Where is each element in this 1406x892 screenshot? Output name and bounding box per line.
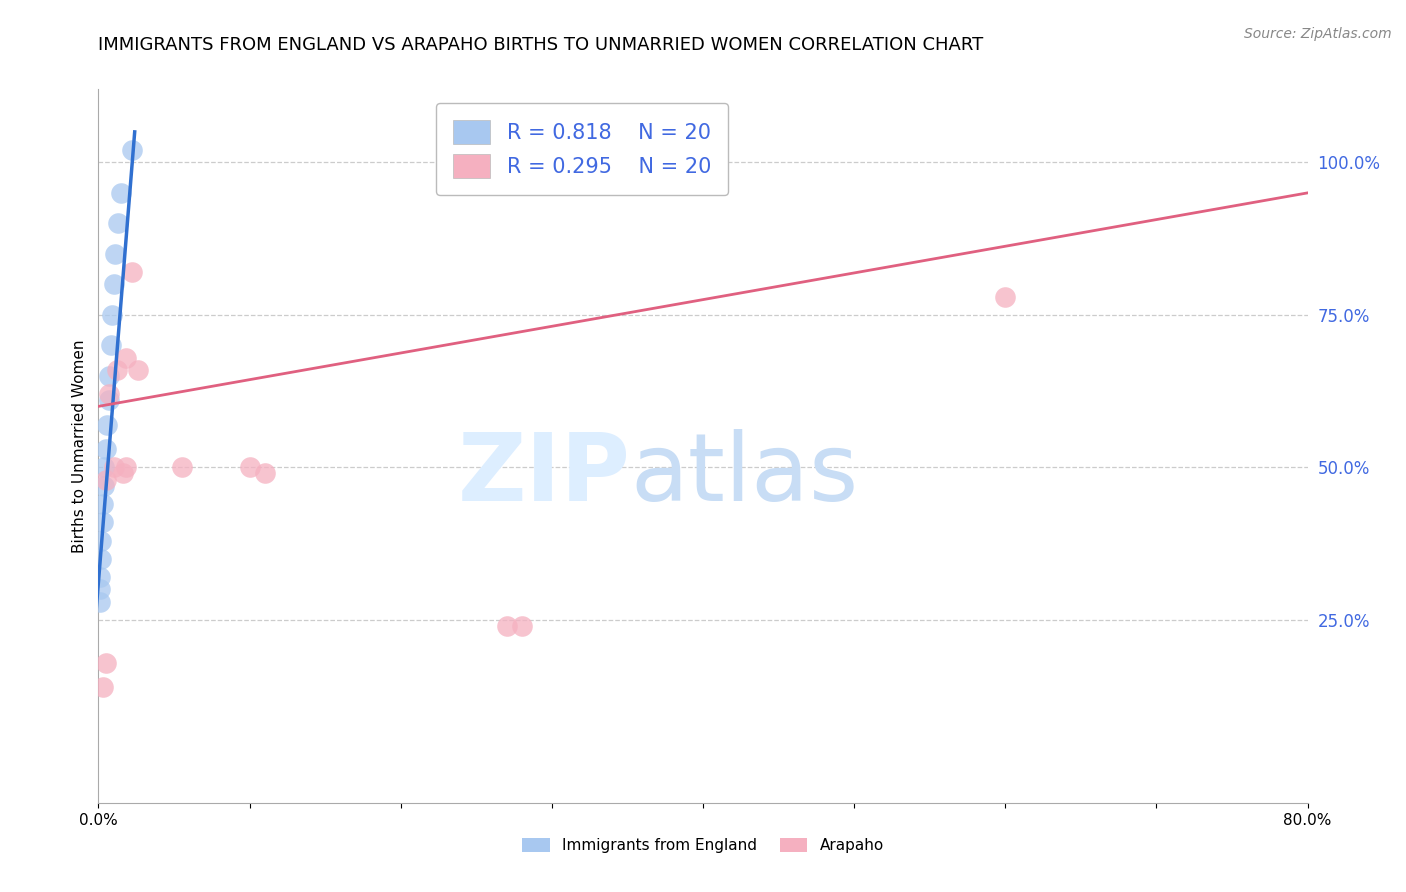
Point (94, 442, 117, 456)
Point (114, 460, 136, 475)
Point (114, 351, 136, 365)
Point (1372, 143, 1395, 157)
Point (104, 247, 127, 261)
Point (253, 467, 276, 481)
Point (93, 460, 115, 475)
Point (94, 473, 117, 487)
Point (121, 265, 143, 279)
Point (100, 338, 122, 352)
Point (111, 467, 134, 481)
Point (89, 570, 111, 584)
Point (90, 533, 112, 548)
Point (127, 363, 149, 377)
Point (994, 289, 1017, 303)
Point (1402, 143, 1406, 157)
Point (91, 515, 114, 529)
Point (98, 387, 121, 401)
Point (98, 368, 121, 383)
Text: IMMIGRANTS FROM ENGLAND VS ARAPAHO BIRTHS TO UNMARRIED WOMEN CORRELATION CHART: IMMIGRANTS FROM ENGLAND VS ARAPAHO BIRTH… (98, 36, 984, 54)
Point (96, 417, 118, 432)
Text: ZIP: ZIP (457, 428, 630, 521)
Point (103, 460, 125, 475)
Point (105, 363, 128, 377)
Text: atlas: atlas (630, 428, 859, 521)
Point (89, 582, 111, 597)
Point (495, 619, 517, 633)
Point (91, 497, 114, 511)
Point (101, 308, 124, 322)
Point (89, 594, 111, 608)
Point (103, 277, 125, 292)
Point (121, 143, 143, 157)
Point (170, 460, 193, 475)
Y-axis label: Births to Unmarried Women: Births to Unmarried Women (72, 339, 87, 553)
Text: Source: ZipAtlas.com: Source: ZipAtlas.com (1244, 27, 1392, 41)
Point (510, 619, 533, 633)
Point (93, 478, 115, 492)
Point (90, 551, 112, 566)
Point (239, 460, 262, 475)
Point (91, 680, 114, 694)
Point (107, 216, 129, 230)
Point (94, 656, 117, 670)
Point (1386, 143, 1406, 157)
Legend: Immigrants from England, Arapaho: Immigrants from England, Arapaho (516, 832, 890, 859)
Point (98, 393, 121, 408)
Point (110, 186, 132, 200)
